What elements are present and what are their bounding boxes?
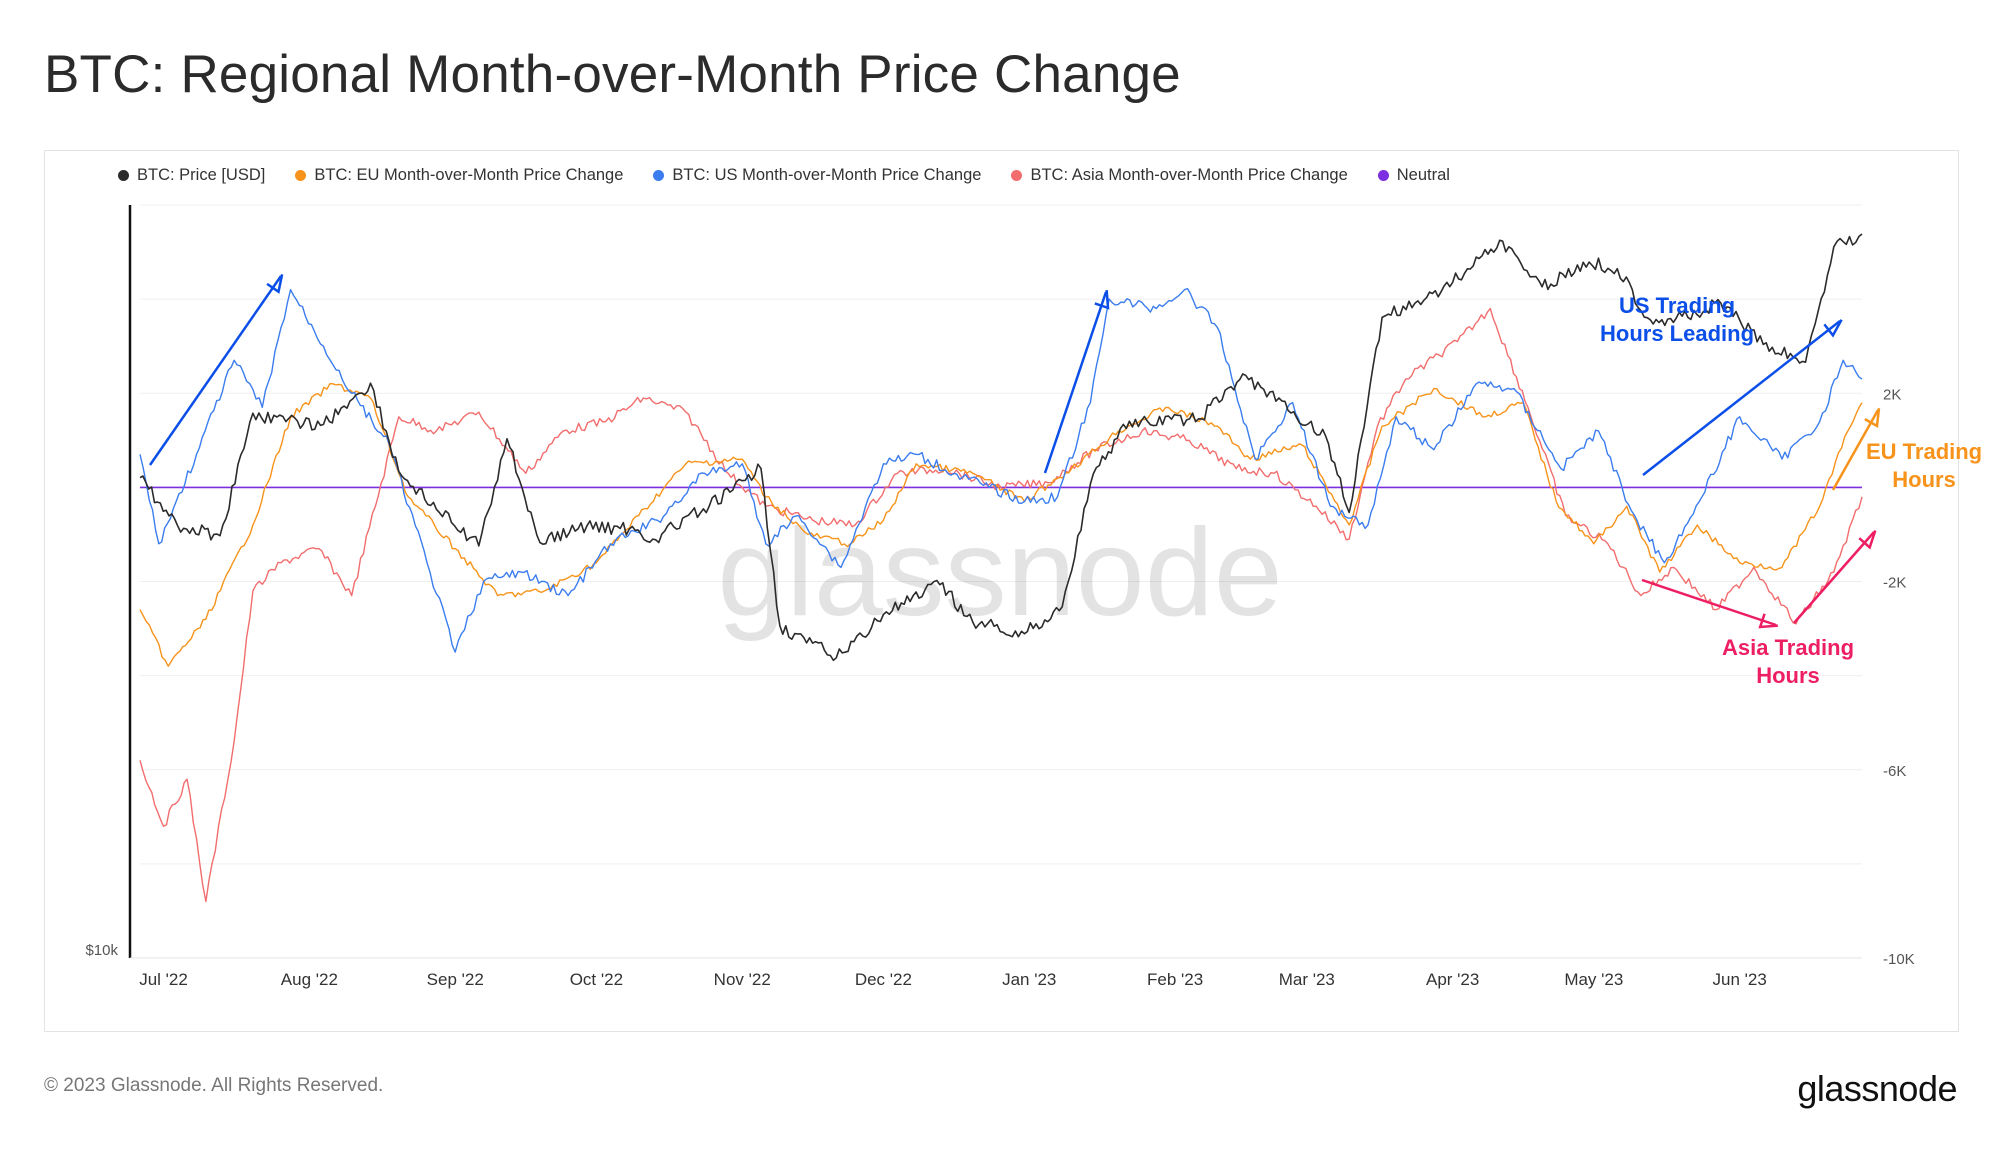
right-tick-label: -10K bbox=[1883, 951, 1915, 968]
left-axis-label: $10k bbox=[85, 942, 118, 959]
right-tick-label: -2K bbox=[1883, 575, 1906, 592]
watermark-text: glassnode bbox=[717, 504, 1282, 642]
legend-item-asia[interactable]: BTC: Asia Month-over-Month Price Change bbox=[1011, 166, 1348, 185]
annotation-line: Hours Leading bbox=[1600, 321, 1755, 346]
x-tick-label: Nov '22 bbox=[714, 970, 771, 989]
x-tick-label: Apr '23 bbox=[1426, 970, 1479, 989]
legend-label: BTC: Price [USD] bbox=[137, 166, 266, 184]
annotation-arrow bbox=[1641, 578, 1777, 627]
series-line-us bbox=[139, 287, 1863, 653]
legend-item-price[interactable]: BTC: Price [USD] bbox=[118, 166, 265, 185]
annotation-us: US Trading Hours Leading bbox=[1600, 292, 1754, 348]
annotation-arrow-head bbox=[1858, 530, 1877, 550]
x-tick-label: Sep '22 bbox=[427, 970, 484, 989]
annotation-arrow bbox=[148, 275, 283, 466]
chart-frame bbox=[44, 150, 1959, 1032]
legend-dot bbox=[1377, 170, 1389, 181]
annotation-line: Hours bbox=[1892, 467, 1956, 492]
legend-label: BTC: Asia Month-over-Month Price Change bbox=[1030, 166, 1348, 184]
x-tick-label: Dec '22 bbox=[855, 970, 912, 989]
right-tick-label: 2K bbox=[1883, 386, 1901, 403]
legend-item-neutral[interactable]: Neutral bbox=[1377, 166, 1450, 185]
chart-title: BTC: Regional Month-over-Month Price Cha… bbox=[44, 45, 1181, 104]
x-tick-label: May '23 bbox=[1564, 970, 1623, 989]
x-tick-label: Jul '22 bbox=[139, 970, 188, 989]
annotation-arrow-head bbox=[1823, 319, 1843, 338]
right-tick-label: -6K bbox=[1883, 763, 1906, 780]
copyright-text: © 2023 Glassnode. All Rights Reserved. bbox=[44, 1075, 384, 1096]
x-tick-label: Aug '22 bbox=[281, 970, 338, 989]
x-tick-label: Mar '23 bbox=[1279, 970, 1335, 989]
legend-label: Neutral bbox=[1396, 166, 1450, 184]
annotation-arrow bbox=[1043, 291, 1108, 474]
legend-dot bbox=[653, 170, 665, 181]
legend-label: BTC: EU Month-over-Month Price Change bbox=[314, 166, 624, 184]
legend-label: BTC: US Month-over-Month Price Change bbox=[672, 166, 982, 184]
x-tick-label: Oct '22 bbox=[570, 970, 623, 989]
glassnode-logo[interactable]: glassnode bbox=[1797, 1068, 1957, 1109]
legend-item-us[interactable]: BTC: US Month-over-Month Price Change bbox=[653, 166, 981, 185]
annotation-arrow bbox=[1642, 320, 1841, 476]
chart-legend: BTC: Price [USD] BTC: EU Month-over-Mont… bbox=[118, 166, 1450, 185]
annotation-arrow-head bbox=[1758, 613, 1778, 629]
x-tick-label: Jun '23 bbox=[1713, 970, 1767, 989]
annotation-asia: Asia Trading Hours bbox=[1722, 634, 1854, 690]
legend-dot bbox=[295, 170, 307, 181]
annotation-eu: EU Trading Hours bbox=[1866, 438, 1982, 494]
x-tick-label: Jan '23 bbox=[1002, 970, 1056, 989]
annotation-arrow-head bbox=[266, 274, 284, 294]
annotation-line: EU Trading bbox=[1866, 439, 1983, 464]
annotation-arrow-head bbox=[1094, 290, 1110, 310]
legend-dot bbox=[1011, 170, 1023, 181]
annotation-line: Asia Trading bbox=[1722, 635, 1855, 660]
series-line-price bbox=[139, 233, 1863, 662]
annotation-line: US Trading bbox=[1618, 293, 1736, 318]
x-tick-label: Feb '23 bbox=[1147, 970, 1203, 989]
legend-dot bbox=[118, 170, 129, 181]
annotation-arrow-head bbox=[1864, 408, 1881, 428]
series-line-eu bbox=[139, 383, 1863, 667]
legend-item-eu[interactable]: BTC: EU Month-over-Month Price Change bbox=[295, 166, 623, 185]
annotation-line: Hours bbox=[1756, 663, 1820, 688]
annotation-arrow bbox=[1793, 531, 1875, 624]
